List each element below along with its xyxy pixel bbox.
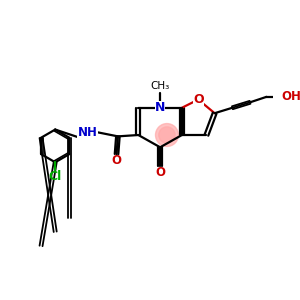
- Text: O: O: [112, 154, 122, 166]
- Circle shape: [155, 124, 178, 146]
- Text: NH: NH: [78, 126, 98, 139]
- Text: O: O: [155, 166, 165, 179]
- Text: CH₃: CH₃: [151, 81, 170, 91]
- Text: N: N: [155, 101, 165, 114]
- Text: O: O: [193, 93, 204, 106]
- Text: Cl: Cl: [49, 170, 62, 183]
- Circle shape: [159, 127, 175, 143]
- Text: OH: OH: [281, 90, 300, 104]
